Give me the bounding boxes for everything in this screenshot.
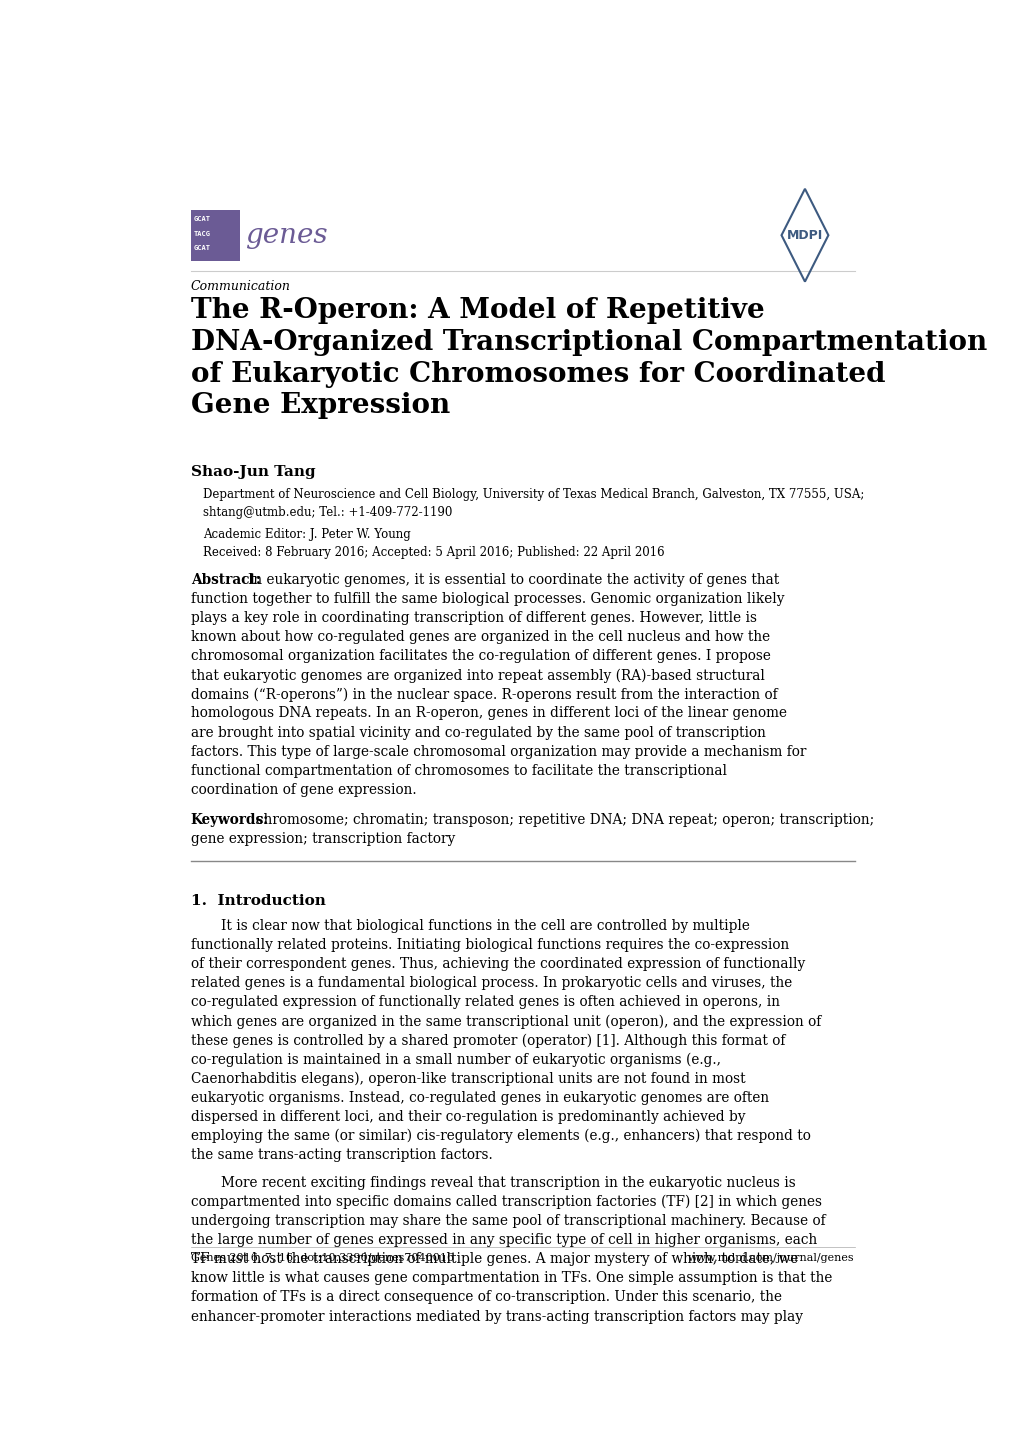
Text: Academic Editor: J. Peter W. Young: Academic Editor: J. Peter W. Young [203, 528, 411, 541]
Text: factors. This type of large-scale chromosomal organization may provide a mechani: factors. This type of large-scale chromo… [191, 744, 805, 758]
Text: undergoing transcription may share the same pool of transcriptional machinery. B: undergoing transcription may share the s… [191, 1214, 824, 1229]
Text: homologous DNA repeats. In an R-operon, genes in different loci of the linear ge: homologous DNA repeats. In an R-operon, … [191, 707, 786, 721]
Text: eukaryotic organisms. Instead, co-regulated genes in eukaryotic genomes are ofte: eukaryotic organisms. Instead, co-regula… [191, 1090, 768, 1105]
Text: genes: genes [245, 222, 327, 248]
Text: which genes are organized in the same transcriptional unit (operon), and the exp: which genes are organized in the same tr… [191, 1014, 820, 1028]
Text: shtang@utmb.edu; Tel.: +1-409-772-1190: shtang@utmb.edu; Tel.: +1-409-772-1190 [203, 506, 452, 519]
Text: compartmented into specific domains called transcription factories (TF) [2] in w: compartmented into specific domains call… [191, 1195, 821, 1210]
Text: employing the same (or similar) cis-regulatory elements (e.g., enhancers) that r: employing the same (or similar) cis-regu… [191, 1129, 810, 1144]
Text: related genes is a fundamental biological process. In prokaryotic cells and viru: related genes is a fundamental biologica… [191, 976, 791, 991]
Text: Communication: Communication [191, 280, 290, 293]
Text: www.mdpi.com/journal/genes: www.mdpi.com/journal/genes [688, 1253, 854, 1263]
Text: GCAT: GCAT [194, 245, 211, 251]
Text: that eukaryotic genomes are organized into repeat assembly (RA)-based structural: that eukaryotic genomes are organized in… [191, 668, 764, 682]
Text: Genes 2016, 7, 16; doi:10.3390/genes7040016: Genes 2016, 7, 16; doi:10.3390/genes7040… [191, 1253, 453, 1263]
Text: coordination of gene expression.: coordination of gene expression. [191, 783, 416, 797]
Text: domains (“R-operons”) in the nuclear space. R-operons result from the interactio: domains (“R-operons”) in the nuclear spa… [191, 688, 776, 702]
Text: function together to fulfill the same biological processes. Genomic organization: function together to fulfill the same bi… [191, 591, 784, 606]
Text: The R-Operon: A Model of Repetitive
DNA-Organized Transcriptional Compartmentati: The R-Operon: A Model of Repetitive DNA-… [191, 297, 986, 420]
Text: of their correspondent genes. Thus, achieving the coordinated expression of func: of their correspondent genes. Thus, achi… [191, 957, 804, 970]
Text: are brought into spatial vicinity and co-regulated by the same pool of transcrip: are brought into spatial vicinity and co… [191, 725, 765, 740]
Text: In eukaryotic genomes, it is essential to coordinate the activity of genes that: In eukaryotic genomes, it is essential t… [249, 572, 779, 587]
Text: co-regulation is maintained in a small number of eukaryotic organisms (e.g.,: co-regulation is maintained in a small n… [191, 1053, 720, 1067]
Text: Shao-Jun Tang: Shao-Jun Tang [191, 466, 315, 479]
Text: 1.  Introduction: 1. Introduction [191, 894, 325, 908]
Text: functionally related proteins. Initiating biological functions requires the co-e: functionally related proteins. Initiatin… [191, 937, 789, 952]
FancyBboxPatch shape [191, 209, 239, 261]
Text: Department of Neuroscience and Cell Biology, University of Texas Medical Branch,: Department of Neuroscience and Cell Biol… [203, 489, 864, 502]
Text: functional compartmentation of chromosomes to facilitate the transcriptional: functional compartmentation of chromosom… [191, 764, 726, 777]
Text: plays a key role in coordinating transcription of different genes. However, litt: plays a key role in coordinating transcr… [191, 611, 756, 624]
Text: gene expression; transcription factory: gene expression; transcription factory [191, 832, 454, 846]
Text: TACG: TACG [194, 231, 211, 236]
Text: Abstract:: Abstract: [191, 572, 261, 587]
Text: GCAT: GCAT [194, 216, 211, 222]
Text: known about how co-regulated genes are organized in the cell nucleus and how the: known about how co-regulated genes are o… [191, 630, 769, 645]
Text: Keywords:: Keywords: [191, 813, 269, 828]
Text: formation of TFs is a direct consequence of co-transcription. Under this scenari: formation of TFs is a direct consequence… [191, 1291, 781, 1305]
Text: know little is what causes gene compartmentation in TFs. One simple assumption i: know little is what causes gene compartm… [191, 1272, 832, 1285]
Text: Caenorhabditis elegans), operon-like transcriptional units are not found in most: Caenorhabditis elegans), operon-like tra… [191, 1071, 745, 1086]
Text: Received: 8 February 2016; Accepted: 5 April 2016; Published: 22 April 2016: Received: 8 February 2016; Accepted: 5 A… [203, 547, 664, 559]
Text: dispersed in different loci, and their co-regulation is predominantly achieved b: dispersed in different loci, and their c… [191, 1110, 745, 1123]
Text: It is clear now that biological functions in the cell are controlled by multiple: It is clear now that biological function… [220, 919, 749, 933]
Text: these genes is controlled by a shared promoter (operator) [1]. Although this for: these genes is controlled by a shared pr… [191, 1034, 785, 1048]
Text: chromosomal organization facilitates the co-regulation of different genes. I pro: chromosomal organization facilitates the… [191, 649, 770, 663]
Text: More recent exciting findings reveal that transcription in the eukaryotic nucleu: More recent exciting findings reveal tha… [220, 1175, 795, 1190]
Text: enhancer-promoter interactions mediated by trans-acting transcription factors ma: enhancer-promoter interactions mediated … [191, 1309, 802, 1324]
Text: co-regulated expression of functionally related genes is often achieved in opero: co-regulated expression of functionally … [191, 995, 779, 1009]
Text: MDPI: MDPI [786, 229, 822, 242]
Text: TF must host the transcription of multiple genes. A major mystery of which, to d: TF must host the transcription of multip… [191, 1252, 797, 1266]
Text: chromosome; chromatin; transposon; repetitive DNA; DNA repeat; operon; transcrip: chromosome; chromatin; transposon; repet… [256, 813, 873, 828]
Text: the same trans-acting transcription factors.: the same trans-acting transcription fact… [191, 1148, 492, 1162]
Text: the large number of genes expressed in any specific type of cell in higher organ: the large number of genes expressed in a… [191, 1233, 816, 1247]
